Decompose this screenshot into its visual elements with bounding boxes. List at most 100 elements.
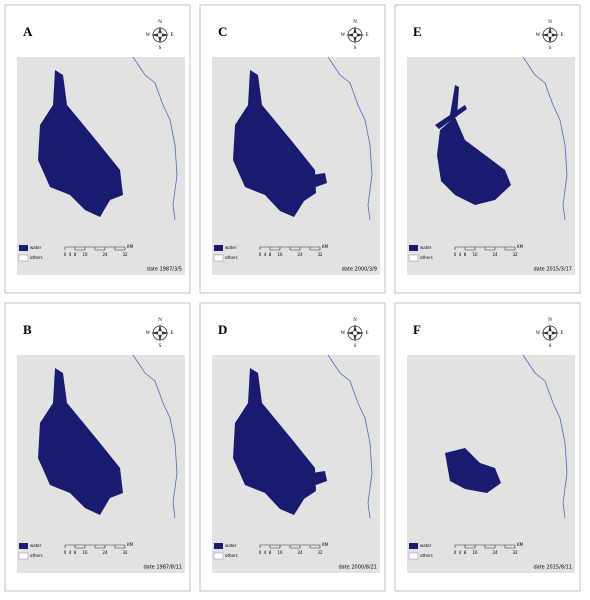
compass-label: E — [560, 33, 563, 38]
scale-tick-label: 32 — [317, 252, 323, 257]
panel-date: date 1987/3/5 — [147, 267, 182, 273]
legend-others-label: others — [225, 553, 238, 558]
compass-label: W — [536, 331, 541, 336]
scale-tick-label: 16 — [82, 252, 88, 257]
scale-bar — [259, 246, 321, 251]
legend-others-label: others — [420, 255, 433, 260]
compass-label: S — [159, 344, 162, 349]
scale-bar — [454, 544, 516, 549]
compass-star — [541, 26, 559, 44]
compass-label: E — [170, 331, 173, 336]
scale-tick-label: 4 — [264, 550, 267, 555]
compass-label: N — [548, 20, 552, 25]
water-body — [312, 471, 327, 485]
water-body — [445, 448, 501, 493]
river — [522, 354, 568, 519]
scale-tick-label: 24 — [297, 252, 303, 257]
panel-date: date 2015/3/17 — [533, 267, 572, 273]
compass-label: S — [354, 344, 357, 349]
legend-others-swatch — [18, 552, 29, 560]
compass-label: N — [353, 20, 357, 25]
compass: N S E W — [341, 20, 369, 51]
compass-label: N — [548, 318, 552, 323]
legend-water-label: water — [30, 543, 42, 548]
panel-letter: C — [218, 24, 227, 39]
scale-tick-label: 16 — [82, 550, 88, 555]
panel-date: date 2000/8/21 — [338, 565, 377, 571]
scale-tick-label: 24 — [297, 550, 303, 555]
scale-tick-label: 8 — [74, 252, 77, 257]
legend-others-label: others — [420, 553, 433, 558]
compass-label: W — [146, 331, 151, 336]
legend-others-swatch — [213, 552, 224, 560]
compass-label: S — [549, 46, 552, 51]
scale-tick-label: 0 — [259, 252, 262, 257]
river — [327, 56, 373, 221]
river — [132, 56, 178, 221]
legend-water-label: water — [225, 543, 237, 548]
compass-star — [346, 324, 364, 342]
scale-bar — [259, 544, 321, 549]
scale-tick-label: 16 — [277, 252, 283, 257]
water-body — [450, 85, 459, 117]
scale-tick-label: 0 — [454, 252, 457, 257]
panel-letter: A — [23, 24, 33, 39]
scale-tick-label: 8 — [269, 550, 272, 555]
scale-tick-label: 24 — [492, 550, 498, 555]
panel-letter: E — [413, 24, 422, 39]
scale-tick-label: 8 — [464, 550, 467, 555]
legend-others-swatch — [408, 254, 419, 262]
map-area — [407, 355, 575, 573]
water-body — [435, 105, 467, 129]
legend-others-label: others — [30, 255, 43, 260]
scale-tick-label: 32 — [317, 550, 323, 555]
scale-tick-label: 8 — [269, 252, 272, 257]
panel-letter: F — [413, 322, 421, 337]
scale-unit: KM — [127, 542, 134, 547]
legend-water-swatch — [409, 543, 418, 549]
panel-date: date 2000/3/9 — [342, 267, 377, 273]
compass: N S E W — [341, 318, 369, 349]
scale-unit: KM — [517, 244, 524, 249]
scale-unit: KM — [322, 542, 329, 547]
legend-others-label: others — [225, 255, 238, 260]
legend-water-label: water — [420, 543, 432, 548]
scale-tick-label: 32 — [122, 550, 128, 555]
scale-tick-label: 32 — [512, 252, 518, 257]
compass-label: W — [146, 33, 151, 38]
water-body — [38, 70, 123, 217]
scale-tick-label: 4 — [459, 252, 462, 257]
scale-tick-label: 16 — [277, 550, 283, 555]
scale-bar — [64, 246, 126, 251]
scale-tick-label: 0 — [454, 550, 457, 555]
scale-tick-label: 24 — [492, 252, 498, 257]
panel-letter: D — [218, 322, 227, 337]
scale-tick-label: 16 — [472, 252, 478, 257]
compass: N S E W — [146, 20, 174, 51]
river — [522, 56, 568, 221]
water-body — [38, 368, 123, 515]
compass-label: W — [341, 33, 346, 38]
scale-tick-label: 4 — [264, 252, 267, 257]
legend-water-label: water — [225, 245, 237, 250]
scale-tick-label: 0 — [259, 550, 262, 555]
legend-others-label: others — [30, 553, 43, 558]
scale-unit: KM — [127, 244, 134, 249]
legend-others-swatch — [408, 552, 419, 560]
compass-star — [346, 26, 364, 44]
compass-label: N — [158, 20, 162, 25]
compass-label: N — [353, 318, 357, 323]
scale-tick-label: 24 — [102, 252, 108, 257]
compass-label: W — [341, 331, 346, 336]
scale-tick-label: 16 — [472, 550, 478, 555]
scale-tick-label: 32 — [512, 550, 518, 555]
scale-tick-label: 24 — [102, 550, 108, 555]
compass-label: E — [560, 331, 563, 336]
scale-tick-label: 8 — [74, 550, 77, 555]
compass: N S E W — [536, 20, 564, 51]
